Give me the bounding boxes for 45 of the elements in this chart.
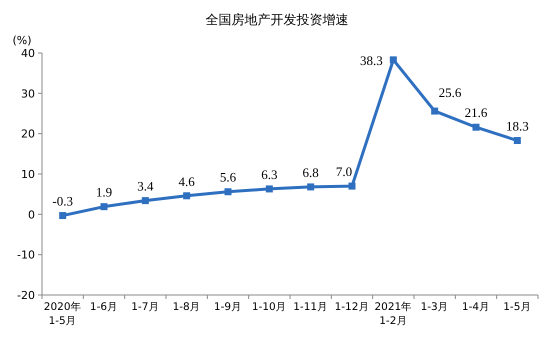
y-tick-label: 0 [28, 208, 35, 222]
y-tick-label: 30 [21, 87, 35, 100]
x-tick-label: 2021年 1-2月 [374, 301, 412, 327]
y-tick-label: 40 [21, 47, 35, 60]
data-label: 4.6 [178, 174, 196, 189]
point [183, 192, 190, 200]
point [431, 108, 438, 115]
data-label: 6.3 [261, 166, 278, 182]
y-tick-label: 10 [21, 168, 35, 181]
point [59, 212, 66, 220]
point [100, 203, 108, 210]
data-label: 1.9 [96, 184, 112, 200]
x-tick-label: 1-5月 [503, 301, 532, 313]
x-tick-label: 1-6月 [90, 301, 118, 313]
data-label: 6.8 [302, 164, 319, 180]
x-tick-label: 1-3月 [420, 301, 449, 313]
data-label: 7.0 [336, 164, 352, 180]
point [348, 182, 356, 190]
data-label: -0.3 [52, 194, 73, 209]
x-tick-label: 1-8月 [172, 301, 201, 313]
y-tick-label: 20 [21, 128, 35, 141]
point [266, 185, 273, 192]
x-tick-label: 2020年 1-5月 [44, 301, 82, 327]
point [390, 56, 397, 64]
x-tick-label: 1-7月 [131, 301, 160, 313]
x-tick-label: 1-11月 [293, 301, 328, 313]
data-label: 25.6 [438, 85, 462, 100]
data-label: 3.4 [137, 178, 154, 194]
data-label: 21.6 [464, 105, 488, 120]
data-label: 38.3 [360, 52, 383, 68]
x-tick-label: 1-9月 [214, 301, 242, 313]
x-tick-label: 1-10月 [252, 301, 287, 313]
y-tick-label: -10 [17, 248, 35, 262]
point [514, 137, 521, 144]
data-label: 18.3 [506, 118, 529, 134]
y-axis-title: (%) [12, 34, 32, 47]
data-label: 5.6 [220, 170, 237, 185]
point [224, 188, 232, 196]
x-tick-label: 1-12月 [334, 301, 370, 313]
point [142, 197, 149, 204]
point [472, 124, 480, 131]
x-tick-label: 1-4月 [462, 301, 490, 313]
y-tick-label: -20 [17, 289, 35, 302]
chart-title: 全国房地产开发投资增速 [206, 12, 348, 28]
point [307, 183, 314, 190]
